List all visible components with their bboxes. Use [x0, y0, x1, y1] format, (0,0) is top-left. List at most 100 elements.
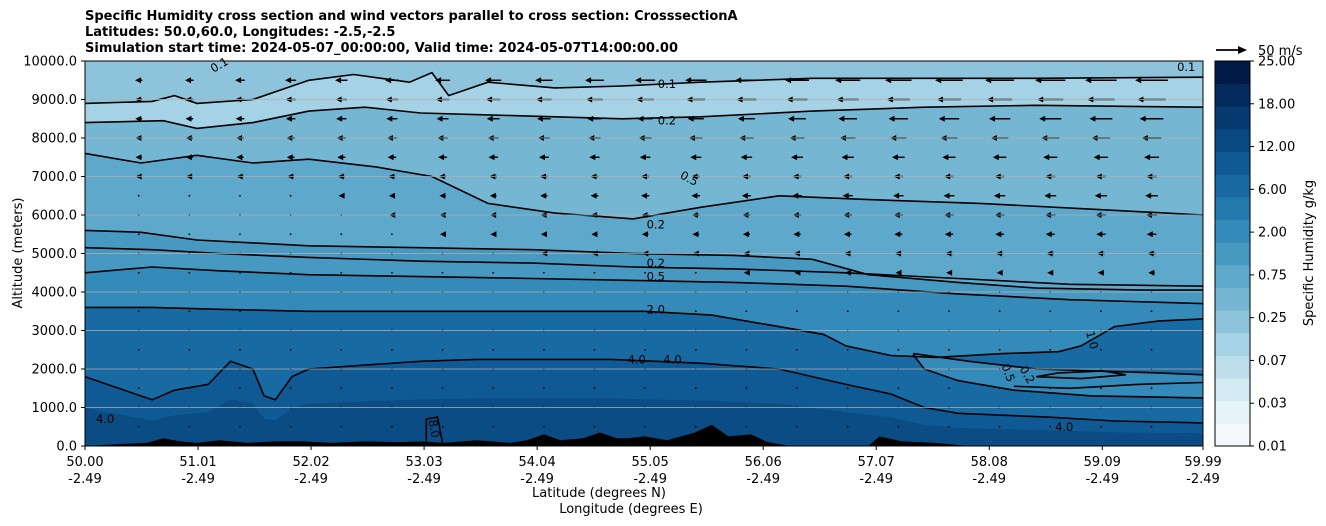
wind-vector-head: [489, 192, 496, 199]
wind-vector: [239, 310, 241, 313]
wind-vector: [239, 348, 241, 351]
wind-vector-head: [1096, 231, 1103, 238]
contour-label: 0.1: [1177, 60, 1195, 74]
wind-vector-head: [135, 115, 142, 122]
wind-vector: [340, 387, 343, 390]
x-tick-label-lon: -2.49: [181, 472, 215, 487]
wind-vector-head: [540, 192, 547, 199]
wind-vector-head: [438, 154, 445, 161]
wind-vector-head: [641, 231, 648, 238]
wind-vector-head: [635, 77, 642, 84]
x-tick-label-lat: 56.06: [745, 455, 782, 470]
wind-vector-head: [791, 154, 798, 161]
wind-vector-head: [439, 192, 446, 199]
wind-vector-head: [488, 154, 495, 161]
wind-vector: [1099, 387, 1102, 390]
wind-vector-head: [894, 231, 901, 238]
wind-vector-head: [1089, 115, 1096, 122]
wind-vector: [188, 348, 191, 351]
contour-label: 0.1: [658, 77, 676, 91]
wind-vector-head: [691, 192, 698, 199]
wind-vector-head: [843, 231, 850, 238]
wind-vector-head: [992, 154, 999, 161]
wind-vector: [1049, 425, 1052, 428]
quiver-key: 50 m/s: [1216, 44, 1303, 59]
colorbar-segment: [1215, 310, 1250, 334]
wind-vector: [492, 348, 495, 351]
colorbar-tick-label: 0.25: [1258, 311, 1287, 326]
wind-vector: [492, 425, 495, 428]
wind-vector-head: [436, 115, 443, 122]
wind-vector-head: [639, 154, 646, 161]
colorbar-segment: [1215, 128, 1250, 153]
x-tick-label-lon: -2.49: [972, 472, 1006, 487]
wind-vector-head: [793, 231, 800, 238]
wind-vector: [137, 425, 140, 428]
x-tick-label-lon: -2.49: [859, 472, 893, 487]
wind-vector: [998, 425, 1001, 428]
wind-vector: [289, 425, 292, 428]
colorbar-segment: [1215, 355, 1250, 379]
wind-vector-head: [337, 154, 344, 161]
colorbar-tick-label: 0.75: [1258, 268, 1287, 283]
wind-vector-head: [490, 231, 497, 238]
wind-vector: [391, 387, 393, 390]
wind-vector-head: [538, 154, 545, 161]
wind-vector: [796, 348, 798, 351]
wind-vector: [796, 387, 798, 390]
wind-vector-head: [591, 231, 598, 238]
wind-vector: [948, 348, 950, 351]
colorbar-tick-label: 2.00: [1258, 226, 1287, 241]
colorbar-segment: [1215, 196, 1250, 221]
terrain-silhouette: [85, 424, 1203, 446]
wind-vector: [188, 271, 191, 274]
wind-vector: [188, 310, 191, 313]
wind-vector-head: [737, 115, 744, 122]
contour-labels: 0.10.20.50.20.20.52.04.0 4.04.0 8.0 4.01.00…: [96, 54, 1195, 439]
wind-vector-head: [946, 269, 953, 276]
wind-vector: [897, 310, 900, 313]
wind-vector-head: [387, 154, 394, 161]
colorbar-segment: [1215, 332, 1250, 356]
wind-vector: [137, 310, 140, 313]
y-tick-label: 5000.0: [32, 247, 78, 262]
wind-vector: [796, 310, 798, 313]
x-tick-label-lon: -2.49: [294, 472, 328, 487]
wind-vector: [137, 271, 140, 274]
colorbar-segment: [1215, 400, 1250, 424]
wind-vector: [897, 387, 900, 390]
wind-vector-head: [942, 154, 949, 161]
contour-label: 4.0: [96, 412, 114, 426]
x-tick-label-lat: 59.09: [1084, 455, 1121, 470]
contour-label: 0.2: [647, 218, 665, 232]
wind-vector-head: [540, 231, 547, 238]
contour-line-0.2: [85, 104, 1203, 130]
wind-vector-head: [1039, 115, 1046, 122]
wind-vector: [441, 271, 444, 274]
wind-vector: [340, 271, 343, 274]
colorbar-segment: [1215, 378, 1250, 402]
wind-vector-head: [1094, 192, 1101, 199]
wind-vector-head: [988, 115, 995, 122]
wind-vector-head: [1097, 269, 1104, 276]
y-tick-label: 0.0: [56, 440, 77, 455]
wind-vector: [694, 310, 697, 313]
colorbar-tick-label: 0.01: [1258, 440, 1287, 455]
wind-vector: [1099, 310, 1102, 313]
wind-vector: [948, 310, 950, 313]
wind-vector-head: [685, 77, 692, 84]
wind-vector-head: [996, 269, 1003, 276]
wind-vector: [137, 194, 140, 197]
wind-vector-head: [743, 269, 750, 276]
contour-line-0.5: [85, 266, 1203, 305]
x-tick-label-lat: 50.00: [66, 455, 103, 470]
wind-vector-head: [641, 192, 648, 199]
wind-vector: [694, 387, 697, 390]
colorbar-segment: [1215, 61, 1250, 85]
contour-line-0.2: [85, 229, 1203, 291]
wind-vector-head: [841, 154, 848, 161]
wind-vector: [441, 387, 444, 390]
x-tick-label-lat: 59.99: [1184, 455, 1221, 470]
colorbar-frame: [1214, 60, 1251, 447]
wind-vector-head: [338, 192, 345, 199]
